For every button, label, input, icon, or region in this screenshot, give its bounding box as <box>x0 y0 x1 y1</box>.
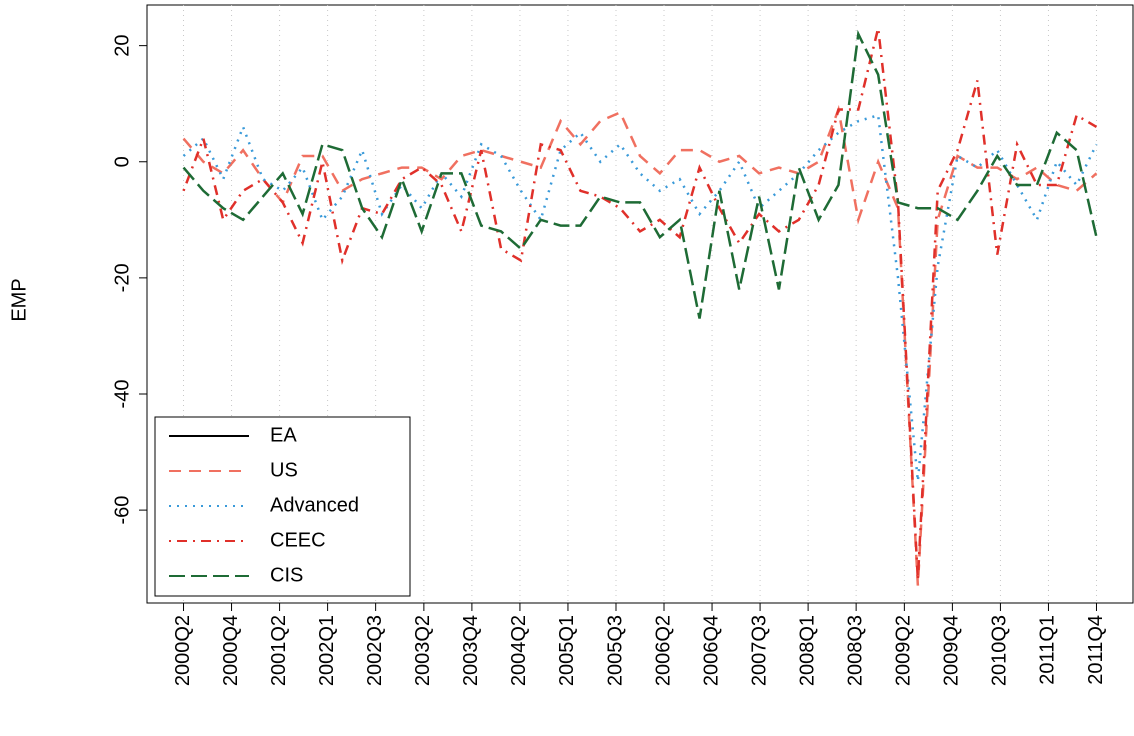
x-tick-label: 2006Q4 <box>700 615 722 686</box>
x-tick-label: 2001Q2 <box>268 615 290 686</box>
x-tick-label: 2005Q1 <box>556 615 578 686</box>
y-tick-label: 20 <box>111 35 133 57</box>
x-tick-label: 2011Q4 <box>1085 615 1107 685</box>
x-tick-label: 2000Q4 <box>220 615 242 686</box>
x-tick-label: 2009Q2 <box>893 615 915 686</box>
y-tick-label: -20 <box>111 263 133 292</box>
x-tick-label: 2005Q3 <box>604 615 626 686</box>
x-tick-label: 2003Q4 <box>460 615 482 686</box>
x-tick-label: 2003Q2 <box>412 615 434 686</box>
legend-label: US <box>270 459 298 481</box>
x-tick-label: 2009Q4 <box>941 615 963 686</box>
x-tick-label: 2000Q2 <box>172 615 194 686</box>
x-tick-label: 2002Q1 <box>316 615 338 686</box>
legend-label: EA <box>270 424 297 446</box>
series-line <box>182 29 1098 319</box>
x-tick-label: 2006Q2 <box>652 615 674 686</box>
x-tick-label: 2008Q1 <box>796 615 818 686</box>
x-tick-label: 2004Q2 <box>508 615 530 686</box>
x-tick-label: 2007Q3 <box>748 615 770 686</box>
series-line <box>182 104 1098 586</box>
x-tick-label: 2008Q3 <box>844 615 866 686</box>
x-tick-label: 2010Q3 <box>989 615 1011 686</box>
y-axis-label: EMP <box>8 278 30 321</box>
x-tick-label: 2011Q1 <box>1037 615 1059 685</box>
legend-label: CIS <box>270 564 303 586</box>
y-tick-label: 0 <box>111 156 133 167</box>
series-line <box>182 27 1098 580</box>
series-line <box>182 113 1098 482</box>
legend-box <box>154 416 411 597</box>
y-tick-label: -60 <box>111 496 133 525</box>
plot-frame <box>146 4 1134 604</box>
legend-label: Advanced <box>270 494 359 516</box>
x-tick-label: 2002Q3 <box>364 615 386 686</box>
y-tick-label: -40 <box>111 380 133 409</box>
legend-label: CEEC <box>270 529 326 551</box>
